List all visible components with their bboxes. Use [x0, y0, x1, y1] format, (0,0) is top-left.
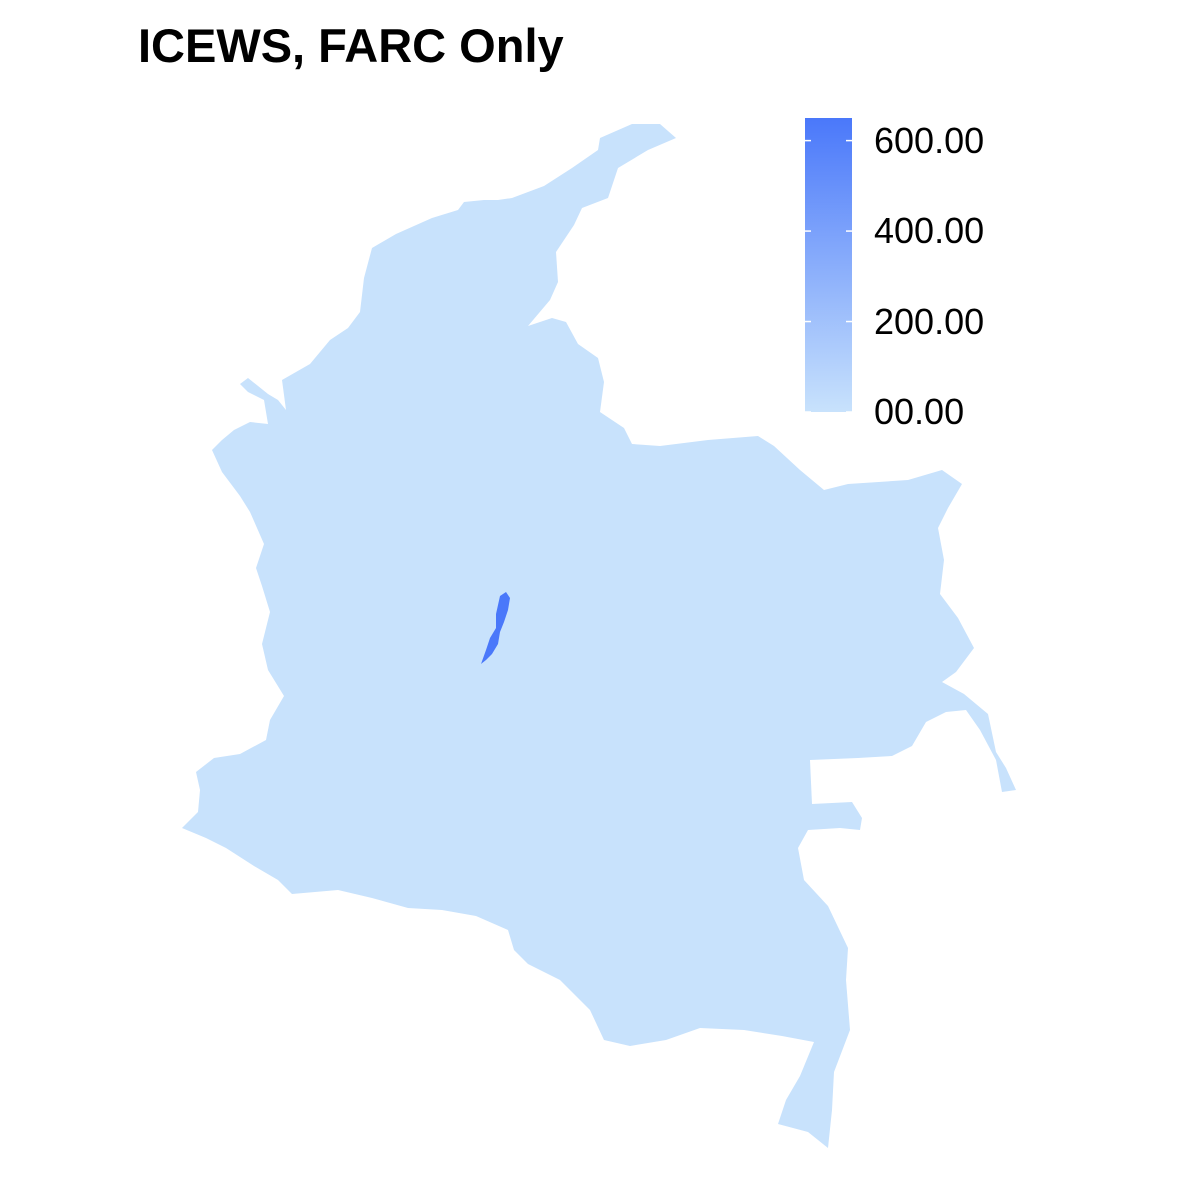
legend-ticks: [805, 139, 852, 413]
legend-tick-label: 400.00: [874, 210, 985, 252]
legend-tick-label: 600.00: [874, 119, 985, 161]
highlighted-district: [481, 592, 510, 664]
map-title: ICEWS, FARC Only: [138, 19, 564, 72]
legend-tick-label: 200.00: [874, 300, 985, 342]
legend-colorbar: [805, 118, 852, 412]
legend-tick-label: 00.00: [874, 391, 965, 432]
colombia-country-shape: [182, 124, 1016, 1148]
